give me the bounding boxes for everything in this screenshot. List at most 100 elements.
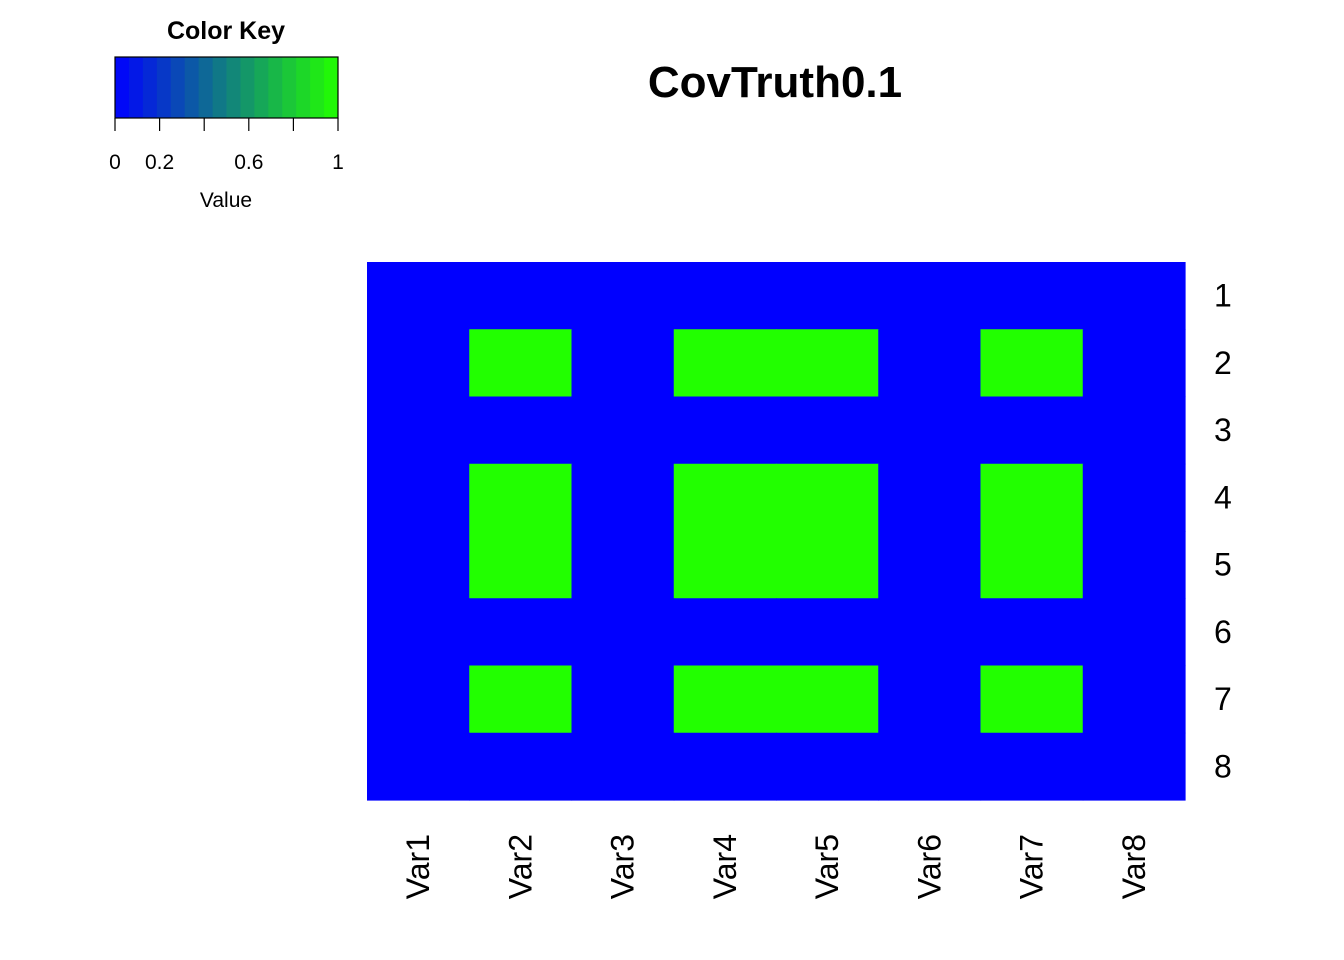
column-label-var1: Var1 — [400, 834, 436, 899]
heatmap-cell-r5-var8 — [1082, 531, 1186, 599]
heatmap-cell-r2-var5 — [776, 329, 879, 398]
row-label-7: 7 — [1214, 681, 1232, 717]
heatmap-cell-r7-var8 — [1082, 665, 1186, 734]
column-label-var4: Var4 — [707, 834, 743, 899]
heatmap-cell-r8-var6 — [878, 732, 982, 801]
heatmap-cell-r3-var6 — [878, 396, 982, 465]
heatmap-cell-r1-var4 — [673, 262, 777, 330]
heatmap-cell-r6-var2 — [469, 598, 573, 667]
heatmap-cell-r4-var5 — [776, 463, 879, 532]
heatmap-cell-r3-var1 — [367, 396, 470, 465]
row-label-1: 1 — [1214, 278, 1232, 314]
row-label-5: 5 — [1214, 547, 1232, 583]
heatmap-cell-r3-var7 — [980, 396, 1084, 465]
heatmap-cell-r5-var3 — [571, 531, 675, 599]
row-label-3: 3 — [1214, 412, 1232, 448]
heatmap-cell-r4-var3 — [571, 463, 675, 532]
heatmap-cell-r2-var7 — [980, 329, 1084, 398]
color-key-bin — [198, 57, 214, 118]
heatmap-cell-r1-var6 — [878, 262, 982, 330]
heatmap-cell-r5-var7 — [980, 531, 1084, 599]
color-key-border — [114, 56, 339, 119]
heatmap-cell-r2-var8 — [1082, 329, 1186, 398]
heatmap-cell-r5-var1 — [367, 531, 470, 599]
heatmap-cell-r2-var2 — [469, 329, 573, 398]
heatmap-cell-r1-var1 — [367, 262, 470, 330]
heatmap-cell-r6-var4 — [673, 598, 777, 667]
color-key-bin — [240, 57, 255, 118]
heatmap-cell-r7-var4 — [673, 665, 777, 734]
heatmap-cell-r3-var5 — [776, 396, 879, 465]
heatmap-cell-r8-var1 — [367, 732, 470, 801]
row-label-4: 4 — [1214, 479, 1232, 515]
chart-title: CovTruth0.1 — [648, 58, 902, 107]
row-labels: 1 2 3 4 5 6 7 8 — [1214, 278, 1232, 785]
heatmap-cell-r7-var1 — [367, 665, 470, 734]
heatmap-cell-r4-var7 — [980, 463, 1084, 532]
heatmap-cell-r2-var6 — [878, 329, 982, 398]
color-key: Color Key 0 0.2 0.6 1 Value — [109, 17, 344, 212]
heatmap-cell-r5-var2 — [469, 531, 573, 599]
heatmap-cell-r3-var2 — [469, 396, 573, 465]
color-key-bin — [268, 57, 283, 118]
color-key-bin — [156, 57, 172, 118]
heatmap-cell-r1-var2 — [469, 262, 573, 330]
heatmap-cell-r7-var7 — [980, 665, 1084, 734]
column-label-var3: Var3 — [605, 834, 641, 899]
heatmap-cell-r5-var5 — [776, 531, 879, 599]
row-label-6: 6 — [1214, 614, 1232, 650]
heatmap-cell-r6-var6 — [878, 598, 982, 667]
heatmap-grid — [367, 262, 1186, 801]
heatmap-cell-r8-var8 — [1082, 732, 1186, 801]
column-label-var7: Var7 — [1014, 834, 1050, 899]
heatmap-cell-r8-var4 — [673, 732, 777, 801]
heatmap-cell-r1-var3 — [571, 262, 675, 330]
color-key-bin — [170, 57, 186, 118]
color-key-title: Color Key — [167, 17, 285, 45]
heatmap-cell-r4-var6 — [878, 463, 982, 532]
color-key-bin — [142, 57, 158, 118]
column-labels: Var1 Var2 Var3 Var4 Var5 Var6 Var7 Var8 — [400, 834, 1152, 899]
color-key-gradient — [115, 57, 339, 118]
heatmap-cell-r6-var3 — [571, 598, 675, 667]
heatmap-cell-r8-var3 — [571, 732, 675, 801]
color-key-bin — [282, 57, 297, 118]
heatmap-cell-r1-var8 — [1082, 262, 1186, 330]
color-key-bin — [212, 57, 227, 118]
color-key-bin — [296, 57, 311, 118]
color-key-bin — [184, 57, 200, 118]
heatmap-cell-r3-var3 — [571, 396, 675, 465]
heatmap-cell-r6-var1 — [367, 598, 470, 667]
heatmap-cell-r7-var5 — [776, 665, 879, 734]
heatmap-cell-r2-var4 — [673, 329, 777, 398]
color-key-axis: 0 0.2 0.6 1 — [109, 118, 344, 174]
row-label-8: 8 — [1214, 748, 1232, 784]
heatmap-cell-r3-var8 — [1082, 396, 1186, 465]
color-key-tick-label: 1 — [332, 151, 344, 174]
color-key-bin — [324, 57, 339, 118]
heatmap-cell-r8-var5 — [776, 732, 879, 801]
heatmap-cell-r4-var8 — [1082, 463, 1186, 532]
heatmap-cell-r3-var4 — [673, 396, 777, 465]
row-label-2: 2 — [1214, 345, 1232, 381]
color-key-bin — [115, 57, 130, 118]
heatmap-cell-r2-var1 — [367, 329, 470, 398]
column-label-var5: Var5 — [809, 834, 845, 899]
heatmap-cell-r4-var4 — [673, 463, 777, 532]
column-label-var2: Var2 — [502, 834, 538, 899]
heatmap-cell-r4-var2 — [469, 463, 573, 532]
color-key-tick-label: 0 — [109, 151, 121, 174]
heatmap-cell-r8-var7 — [980, 732, 1084, 801]
heatmap-cell-r7-var3 — [571, 665, 675, 734]
heatmap-cell-r6-var8 — [1082, 598, 1186, 667]
column-label-var8: Var8 — [1116, 834, 1152, 899]
heatmap-cell-r6-var5 — [776, 598, 879, 667]
color-key-xlabel: Value — [200, 189, 252, 212]
heatmap-cell-r2-var3 — [571, 329, 675, 398]
color-key-tick-label: 0.2 — [145, 151, 174, 174]
heatmap-cell-r5-var4 — [673, 531, 777, 599]
column-label-var6: Var6 — [911, 834, 947, 899]
heatmap-cell-r7-var6 — [878, 665, 982, 734]
heatmap-cell-r4-var1 — [367, 463, 470, 532]
